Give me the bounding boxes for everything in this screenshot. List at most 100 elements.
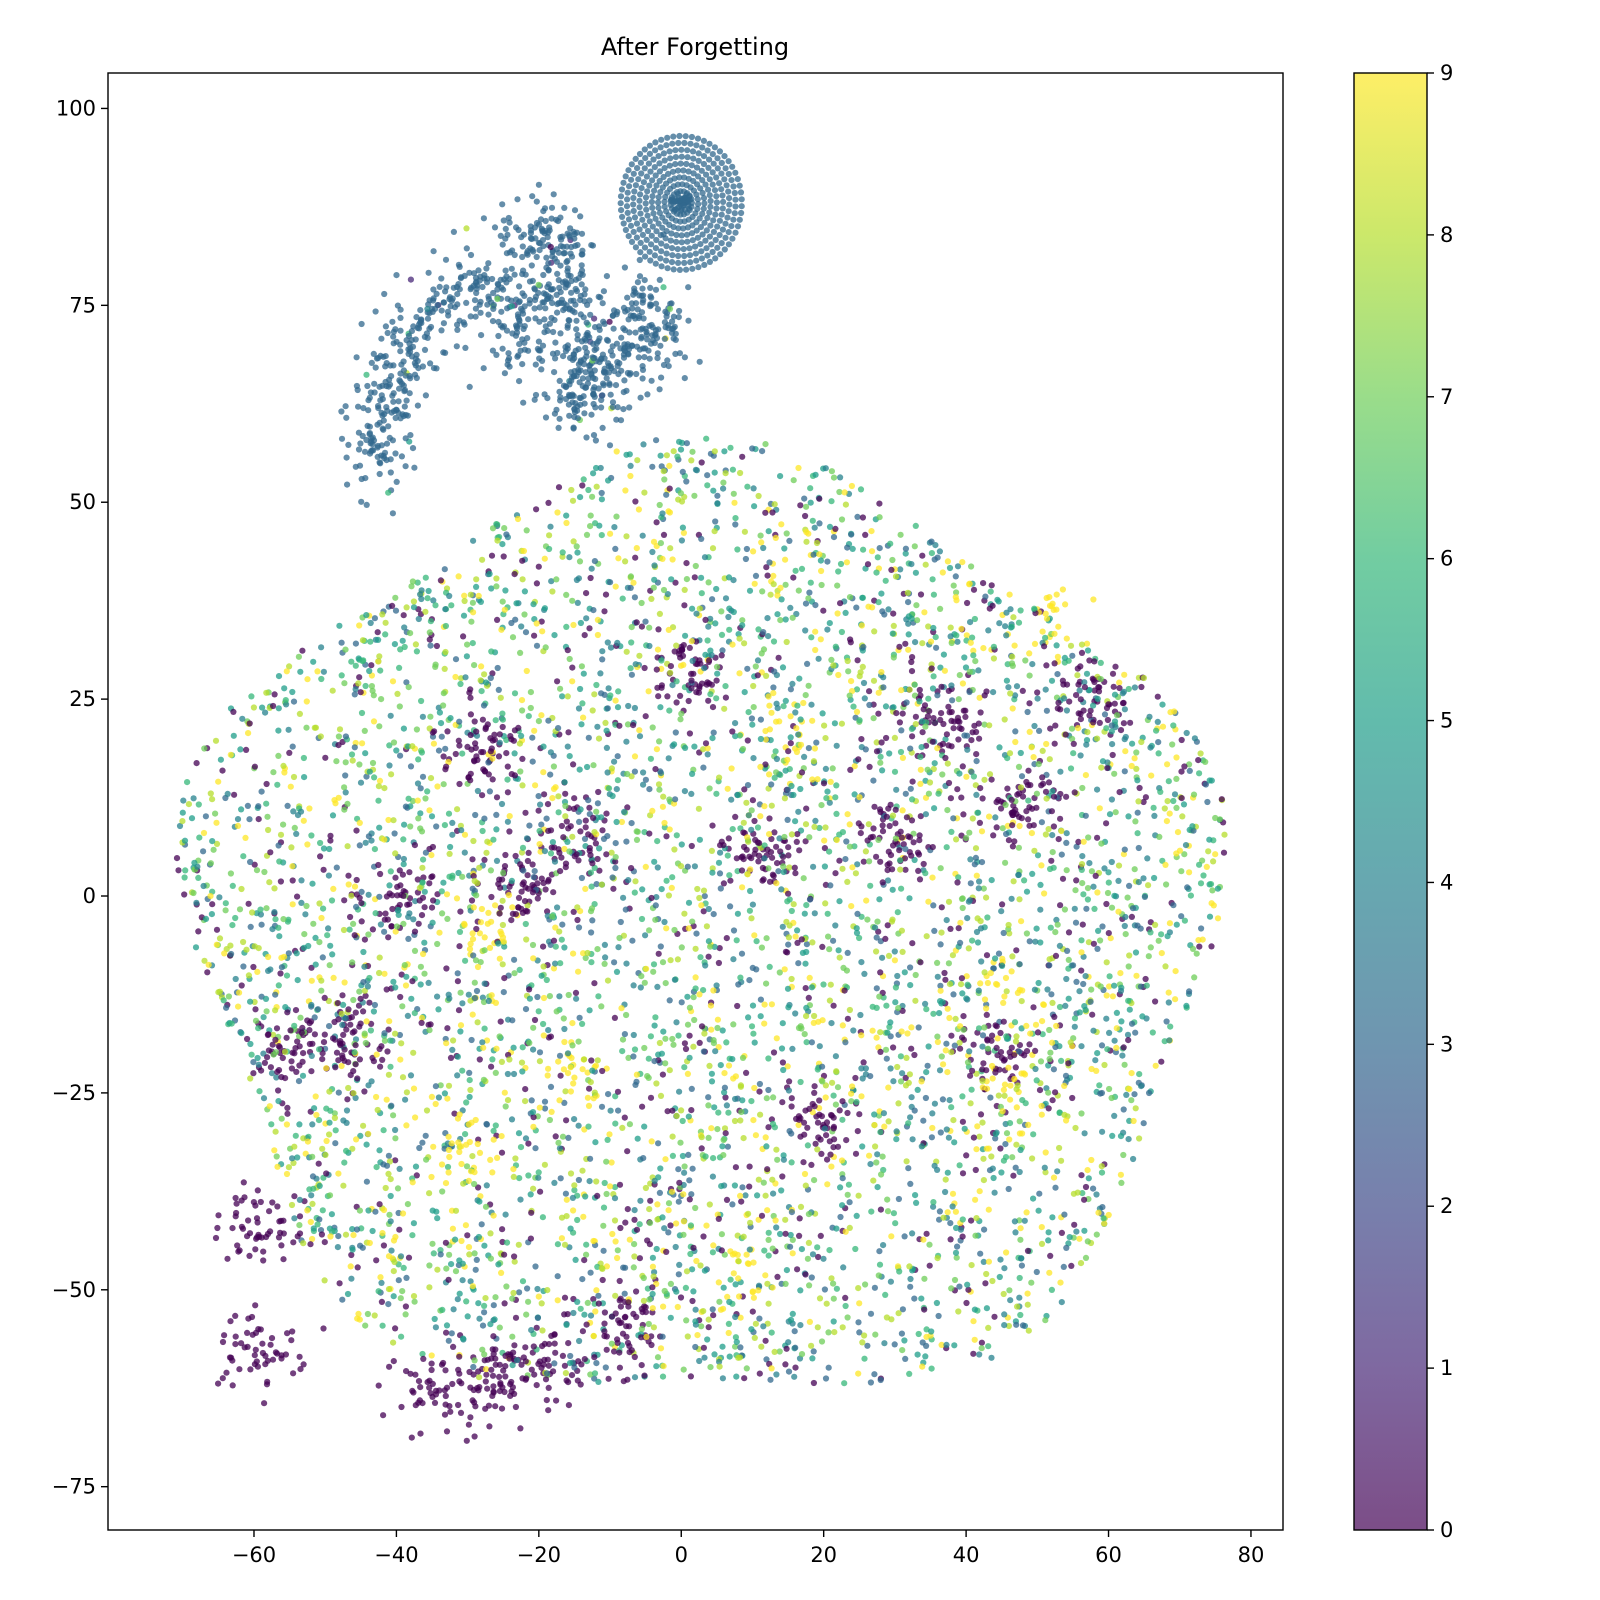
- scatter-point: [201, 745, 208, 752]
- scatter-point: [977, 785, 984, 792]
- scatter-point: [386, 1018, 393, 1025]
- scatter-point: [326, 1192, 334, 1199]
- scatter-point: [1015, 813, 1023, 821]
- scatter-point: [298, 877, 305, 884]
- scatter-point: [973, 1146, 980, 1153]
- scatter-point: [1114, 712, 1121, 719]
- scatter-point: [498, 626, 505, 633]
- scatter-point: [751, 817, 758, 825]
- scatter-point: [693, 257, 700, 264]
- scatter-point: [389, 510, 396, 517]
- scatter-point: [1012, 1064, 1019, 1071]
- scatter-point: [751, 1084, 758, 1092]
- scatter-point: [1039, 1018, 1046, 1025]
- scatter-point: [476, 301, 483, 308]
- scatter-point: [543, 976, 550, 984]
- scatter-point: [240, 938, 247, 946]
- scatter-point: [414, 780, 422, 787]
- scatter-point: [445, 991, 452, 998]
- scatter-point: [650, 1273, 657, 1280]
- scatter-point: [686, 1004, 694, 1011]
- scatter-point: [257, 1198, 264, 1206]
- scatter-point: [525, 849, 532, 857]
- scatter-point: [725, 574, 733, 581]
- scatter-point: [492, 1122, 499, 1129]
- scatter-point: [578, 262, 585, 269]
- scatter-point: [592, 840, 600, 847]
- scatter-point: [706, 176, 713, 183]
- scatter-point: [750, 485, 757, 492]
- scatter-point: [443, 1040, 450, 1047]
- scatter-point: [1003, 1130, 1011, 1137]
- scatter-point: [397, 327, 404, 334]
- scatter-point: [737, 1083, 745, 1090]
- scatter-point: [933, 1299, 941, 1307]
- scatter-point: [636, 226, 643, 233]
- scatter-point: [729, 1251, 737, 1258]
- scatter-point: [873, 948, 880, 955]
- scatter-point: [455, 1007, 463, 1014]
- scatter-point: [251, 998, 258, 1006]
- scatter-point: [433, 290, 440, 297]
- scatter-point: [438, 327, 445, 334]
- scatter-point: [633, 234, 641, 241]
- scatter-point: [581, 410, 588, 417]
- scatter-point: [642, 155, 649, 162]
- scatter-point: [794, 927, 801, 934]
- scatter-point: [943, 917, 950, 924]
- scatter-point: [361, 1030, 368, 1037]
- scatter-point: [477, 598, 484, 606]
- scatter-point: [620, 406, 627, 413]
- scatter-point: [1052, 1089, 1059, 1096]
- scatter-point: [931, 1162, 938, 1169]
- scatter-point: [1079, 853, 1086, 860]
- scatter-point: [697, 241, 704, 248]
- scatter-point: [1078, 949, 1085, 956]
- scatter-point: [296, 1121, 303, 1128]
- scatter-point: [648, 1333, 655, 1340]
- scatter-point: [283, 1121, 290, 1128]
- scatter-point: [1012, 1164, 1019, 1171]
- scatter-point: [510, 1044, 517, 1051]
- scatter-point: [270, 702, 277, 710]
- scatter-point: [701, 219, 708, 226]
- scatter-point: [956, 1162, 963, 1169]
- scatter-point: [512, 616, 519, 623]
- scatter-point: [284, 802, 291, 810]
- scatter-point: [1006, 1049, 1013, 1056]
- scatter-point: [605, 785, 613, 792]
- scatter-point: [853, 686, 861, 693]
- scatter-point: [895, 1005, 902, 1012]
- scatter-point: [836, 954, 843, 961]
- scatter-point: [844, 657, 851, 665]
- scatter-point: [437, 720, 445, 727]
- scatter-point: [309, 1121, 316, 1128]
- scatter-point: [654, 306, 662, 313]
- scatter-point: [633, 370, 640, 378]
- scatter-point: [828, 1020, 835, 1027]
- scatter-point: [646, 1241, 654, 1248]
- scatter-point: [948, 639, 955, 647]
- scatter-point: [664, 134, 671, 141]
- scatter-point: [762, 1134, 769, 1141]
- scatter-point: [472, 1116, 479, 1124]
- scatter-point: [1006, 591, 1013, 598]
- scatter-point: [844, 1109, 851, 1117]
- scatter-point: [970, 647, 977, 654]
- scatter-point: [979, 1119, 986, 1126]
- scatter-point: [973, 1215, 980, 1222]
- scatter-point: [516, 1175, 523, 1182]
- scatter-point: [967, 1100, 974, 1107]
- scatter-point: [1059, 875, 1067, 882]
- scatter-point: [1103, 992, 1110, 999]
- scatter-point: [607, 530, 614, 537]
- scatter-point: [1039, 774, 1046, 781]
- scatter-point: [788, 1159, 795, 1166]
- scatter-point: [540, 769, 547, 776]
- scatter-point: [780, 868, 787, 876]
- scatter-point: [743, 799, 750, 806]
- scatter-point: [954, 563, 962, 570]
- scatter-point: [289, 901, 296, 908]
- scatter-point: [777, 584, 784, 592]
- scatter-point: [725, 1320, 733, 1327]
